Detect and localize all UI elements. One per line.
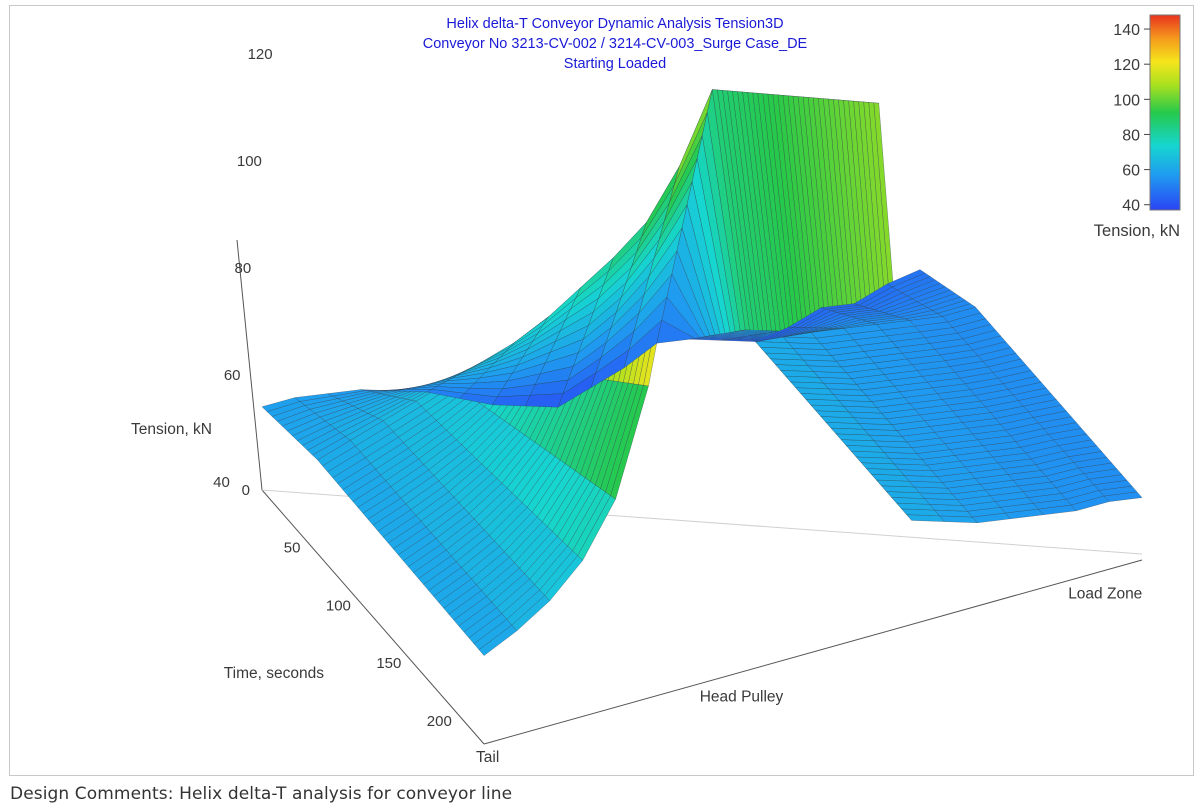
chart-title-block: Helix delta-T Conveyor Dynamic Analysis … xyxy=(10,14,1193,74)
colorbar-tick-label: 100 xyxy=(1113,92,1140,109)
z-axis-line xyxy=(236,239,263,491)
conveyor-position-label: Tail xyxy=(476,749,499,766)
colorbar-title: Tension, kN xyxy=(1094,222,1180,240)
colorbar-tick-label: 40 xyxy=(1122,198,1140,215)
surface-facet xyxy=(524,393,564,408)
z-tick-label: 60 xyxy=(224,367,241,384)
z-tick-label: 40 xyxy=(213,474,230,491)
conveyor-axis-line xyxy=(483,559,1143,745)
z-tick-label: 100 xyxy=(237,153,262,170)
z-axis-label: Tension, kN xyxy=(131,421,212,438)
time-axis-label: Time, seconds xyxy=(224,665,324,682)
z-tick-label: 80 xyxy=(235,260,252,277)
z-tick-label: 120 xyxy=(248,46,273,63)
surface-facet xyxy=(886,269,926,288)
chart-subtitle-2: Starting Loaded xyxy=(563,56,667,72)
colorbar-tick-label: 60 xyxy=(1122,163,1140,180)
time-tick-label: 150 xyxy=(376,655,401,672)
time-axis-line xyxy=(261,489,485,745)
colorbar-gradient xyxy=(1149,14,1181,211)
time-tick-label: 50 xyxy=(284,540,301,557)
time-tick-label: 0 xyxy=(242,482,250,499)
time-tick-label: 100 xyxy=(326,597,351,614)
colorbar-tick-label: 140 xyxy=(1113,22,1140,39)
surface-facet xyxy=(491,394,531,407)
caption: Design Comments: Helix delta-T analysis … xyxy=(10,784,513,804)
conveyor-position-label: Head Pulley xyxy=(700,688,784,705)
colorbar-tick-label: 120 xyxy=(1113,57,1140,74)
colorbar-tick-label: 80 xyxy=(1122,127,1140,144)
chart-title: Helix delta-T Conveyor Dynamic Analysis … xyxy=(446,16,784,32)
conveyor-position-label: Load Zone xyxy=(1068,585,1142,602)
chart-subtitle-1: Conveyor No 3213-CV-002 / 3214-CV-003_Su… xyxy=(422,36,808,52)
time-tick-label: 200 xyxy=(427,713,452,730)
